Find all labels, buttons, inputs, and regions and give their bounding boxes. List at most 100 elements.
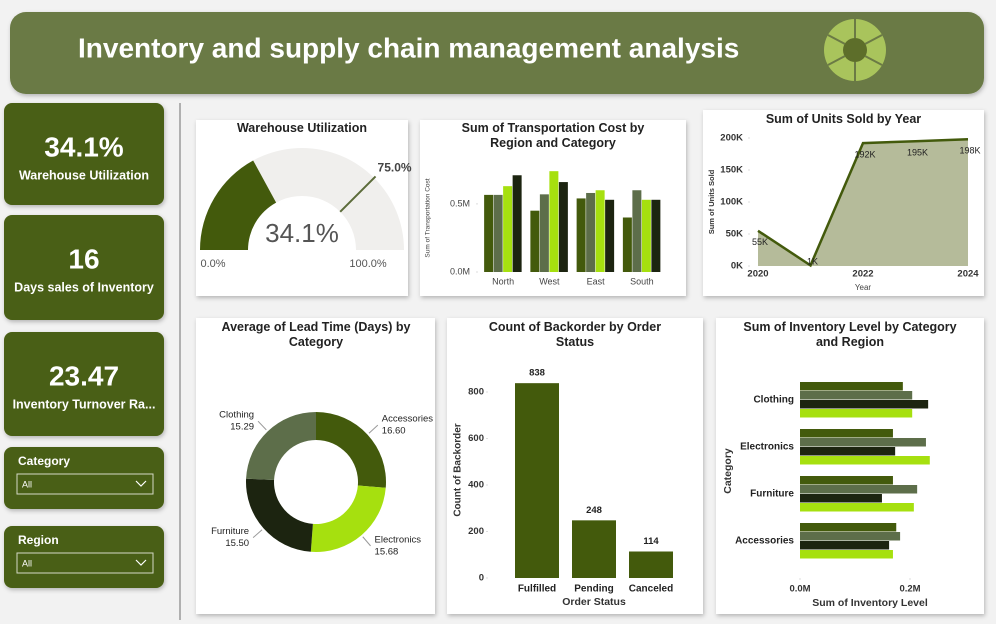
slice-label: Furniture (211, 526, 249, 537)
panels (196, 110, 984, 614)
bar (484, 194, 494, 272)
data-label: 838 (529, 368, 545, 379)
data-label: 198K (959, 146, 980, 156)
leader-line (368, 424, 379, 434)
y-tick-label: 200K (720, 133, 743, 144)
y-axis-title: Category (722, 448, 734, 494)
bar (800, 485, 918, 494)
x-tick-label: East (587, 276, 606, 286)
gauge-value-label: 34.1% (265, 218, 339, 248)
bar (515, 383, 559, 578)
bar (632, 190, 642, 272)
bar (605, 199, 615, 272)
line (757, 138, 969, 268)
gauge-max-label: 100.0% (349, 258, 387, 270)
x-tick-label: Fulfilled (518, 584, 556, 595)
bar (800, 438, 926, 447)
logo (824, 19, 886, 81)
chevron (135, 559, 147, 566)
bar (800, 391, 913, 400)
area-fill (758, 139, 968, 266)
x-tick-label: West (539, 276, 560, 286)
slicer-dropdown[interactable] (16, 552, 154, 574)
data-label: 1K (807, 256, 818, 266)
x-tick-label: Pending (574, 584, 613, 595)
bar (800, 541, 890, 550)
gauge-target-label: 75.0% (378, 161, 412, 175)
bar (595, 190, 605, 272)
header-title: Inventory and supply chain management an… (78, 32, 739, 63)
kpi-value: 16 (68, 243, 99, 274)
y-tick-label: Electronics (740, 442, 794, 453)
y-tick-label: 150K (720, 165, 743, 176)
kpi-card (4, 215, 164, 320)
y-tick-label: Clothing (753, 395, 794, 406)
bar (800, 400, 929, 409)
slice-value: 15.68 (375, 546, 399, 557)
chart-title: Count of Backorder by Order Status (488, 320, 662, 349)
bar (622, 217, 632, 272)
y-tick-label: 100K (720, 197, 743, 208)
bar (586, 192, 596, 272)
slicer-label: Category (18, 454, 70, 468)
bar (641, 199, 651, 272)
kpi-label: Inventory Turnover Ra... (13, 397, 156, 411)
bar (800, 503, 914, 512)
leader-line (252, 529, 263, 539)
leader-line (362, 536, 371, 547)
chevron (135, 480, 147, 487)
y-tick-label: 50K (726, 229, 744, 240)
data-label: 195K (907, 148, 928, 158)
chart-title: Warehouse Utilization (236, 121, 368, 135)
y-tick-label: 0K (731, 261, 743, 272)
data-label: 114 (643, 536, 659, 547)
data-label: 192K (854, 149, 875, 159)
x-tick-label: 2020 (747, 269, 768, 280)
kpi-card (4, 103, 164, 205)
bar (800, 476, 893, 485)
y-tick-label: Accessories (735, 536, 794, 547)
x-axis-title: Year (855, 283, 872, 292)
chart-title: Sum of Transportation Cost by Region and… (461, 121, 645, 150)
chart-title: Sum of Units Sold by Year (765, 112, 922, 126)
x-tick-label: Canceled (629, 584, 673, 595)
chart-title: Sum of Inventory Level by Category and R… (743, 320, 957, 349)
x-tick-label: 2024 (957, 269, 979, 280)
bar (512, 175, 522, 272)
x-tick-label: 2022 (852, 269, 873, 280)
bar (558, 182, 568, 272)
data-label: 55K (752, 237, 768, 247)
bar (800, 409, 913, 418)
slice-label: Electronics (375, 534, 422, 545)
bar (651, 199, 661, 272)
slice-label: Accessories (382, 414, 433, 425)
y-tick-label: 800 (468, 387, 484, 398)
bar (572, 520, 616, 578)
bar (530, 210, 540, 272)
slicer-dropdown[interactable] (16, 473, 154, 495)
y-tick-label: 600 (468, 433, 484, 444)
donut-slice (316, 412, 386, 488)
bar (576, 198, 586, 272)
kpi-label: Days sales of Inventory (14, 280, 154, 294)
donut-slice (246, 412, 316, 481)
gauge-target (339, 175, 377, 213)
y-tick-label: 400 (468, 480, 484, 491)
gauge-min-label: 0.0% (200, 258, 225, 270)
bar (539, 194, 549, 272)
y-axis-title: Sum of Transportation Cost (425, 178, 432, 257)
leader-line (257, 420, 267, 431)
slicer-label: Region (18, 533, 59, 547)
x-axis-title: Order Status (562, 596, 626, 608)
slice-value: 15.29 (230, 422, 254, 433)
header-bar (10, 12, 984, 94)
y-tick-label: 0 (479, 573, 484, 584)
x-tick-label: South (630, 276, 654, 286)
data-label: 248 (586, 505, 602, 516)
y-tick-label: 0.0M (450, 266, 470, 276)
slicer-selection: All (22, 558, 32, 568)
y-tick-label: 0.5M (450, 198, 470, 208)
kpi-value: 34.1% (44, 131, 123, 162)
